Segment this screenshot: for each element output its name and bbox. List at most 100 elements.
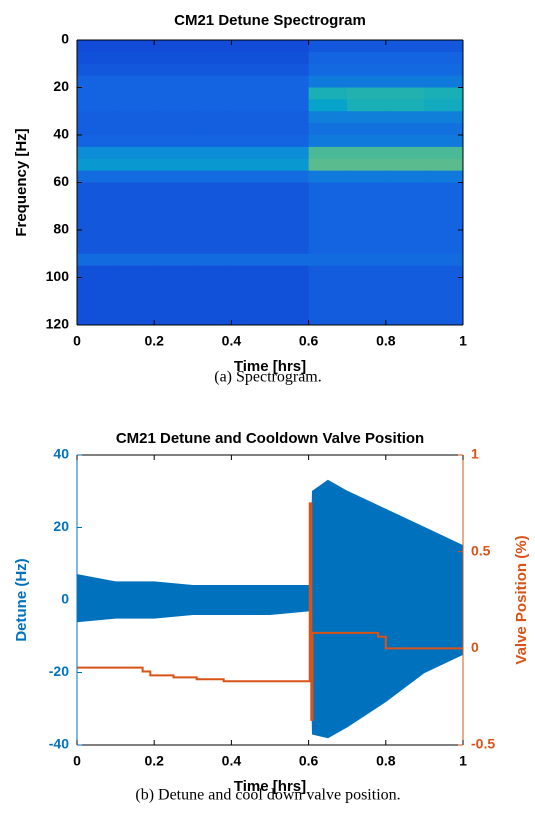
heatmap-cell (385, 241, 425, 255)
heatmap-cell (231, 206, 271, 219)
heatmap-cell (77, 111, 117, 124)
heatmap-cell (347, 277, 387, 290)
y-axis-label: Frequency [Hz] (13, 128, 30, 236)
heatmap-cell (115, 99, 155, 112)
heatmap-cell (385, 289, 425, 302)
heatmap-cell (424, 277, 463, 290)
heatmap-cell (424, 241, 463, 255)
heatmap-cell (77, 40, 117, 53)
heatmap-cell (347, 253, 387, 267)
heatmap-cell (154, 218, 194, 231)
heatmap-cell (308, 135, 348, 148)
heatmap-cell (308, 194, 348, 207)
heatmap-cell (347, 158, 387, 172)
heatmap-cell (231, 146, 271, 160)
heatmap-cell (77, 230, 117, 243)
heatmap-cell (154, 170, 194, 183)
heatmap-cell (270, 265, 310, 278)
heatmap-cell (192, 87, 232, 100)
y-tick-label: 0 (61, 591, 69, 607)
heatmap-cell (77, 51, 117, 65)
heatmap-cell (77, 63, 117, 77)
y2-tick-label: 0.5 (471, 542, 491, 558)
y2-axis-label: Valve Position (%) (513, 535, 530, 664)
heatmap-cell (154, 241, 194, 255)
heatmap-cell (77, 277, 117, 290)
heatmap-cell (308, 241, 348, 255)
heatmap-cell (192, 158, 232, 172)
detune-band (77, 479, 463, 739)
heatmap-cell (154, 194, 194, 207)
heatmap-cell (270, 313, 310, 325)
heatmap-cell (231, 265, 271, 278)
heatmap-cell (115, 218, 155, 231)
x-tick-label: 0.4 (222, 333, 242, 349)
y-tick-label: 40 (53, 126, 69, 142)
heatmap-cell (347, 87, 387, 100)
heatmap-cell (385, 170, 425, 183)
heatmap-cell (154, 182, 194, 195)
heatmap-cell (115, 313, 155, 325)
x-tick-label: 0.2 (144, 333, 164, 349)
heatmap-cell (154, 75, 194, 88)
heatmap-cell (385, 218, 425, 231)
heatmap-cell (347, 301, 387, 314)
y-tick-label: 60 (53, 173, 69, 189)
heatmap-cell (270, 277, 310, 290)
heatmap-cell (424, 135, 463, 148)
heatmap-cell (192, 182, 232, 195)
heatmap-cell (77, 135, 117, 148)
y-tick-label: 0 (61, 31, 69, 47)
heatmap-cell (385, 63, 425, 77)
heatmap-cell (192, 40, 232, 53)
heatmap-cell (231, 51, 271, 65)
heatmap-cell (308, 51, 348, 65)
heatmap-cell (385, 277, 425, 290)
heatmap-cell (192, 111, 232, 124)
heatmap-cell (424, 265, 463, 278)
x-axis-label: Time [hrs] (234, 358, 306, 375)
heatmap-cell (192, 194, 232, 207)
heatmap-cell (270, 241, 310, 255)
y-tick-label: -20 (49, 663, 69, 679)
heatmap-cell (385, 265, 425, 278)
heatmap-cell (77, 313, 117, 325)
chart-title: CM21 Detune Spectrogram (174, 12, 366, 29)
heatmap-cell (192, 51, 232, 65)
heatmap-cell (115, 230, 155, 243)
heatmap-cell (424, 87, 463, 100)
heatmap-cell (270, 111, 310, 124)
heatmap-cell (347, 111, 387, 124)
heatmap-cell (231, 218, 271, 231)
heatmap-cell (270, 170, 310, 183)
heatmap-cell (424, 63, 463, 77)
heatmap-cell (154, 313, 194, 325)
heatmap-cell (231, 158, 271, 172)
heatmap-cell (192, 218, 232, 231)
heatmap-cell (154, 99, 194, 112)
x-tick-label: 0 (73, 333, 81, 349)
heatmap-cell (424, 111, 463, 124)
heatmap-cell (154, 230, 194, 243)
heatmap-cell (192, 289, 232, 302)
heatmap-cell (115, 289, 155, 302)
heatmap-cell (385, 40, 425, 53)
heatmap-cell (308, 40, 348, 53)
heatmap-cell (77, 241, 117, 255)
heatmap-cell (154, 123, 194, 136)
heatmap-cell (385, 111, 425, 124)
heatmap-cell (115, 277, 155, 290)
heatmap-cell (347, 289, 387, 302)
y-tick-label: 120 (46, 316, 70, 332)
heatmap-cell (308, 313, 348, 325)
plot-area (77, 40, 463, 325)
heatmap-cell (77, 289, 117, 302)
heatmap-cell (424, 206, 463, 219)
heatmap-cell (77, 301, 117, 314)
heatmap-cell (385, 230, 425, 243)
y-tick-label: 20 (53, 518, 69, 534)
heatmap-cell (77, 182, 117, 195)
heatmap-cell (231, 87, 271, 100)
chart-title: CM21 Detune and Cooldown Valve Position (116, 430, 424, 447)
heatmap-cell (270, 99, 310, 112)
